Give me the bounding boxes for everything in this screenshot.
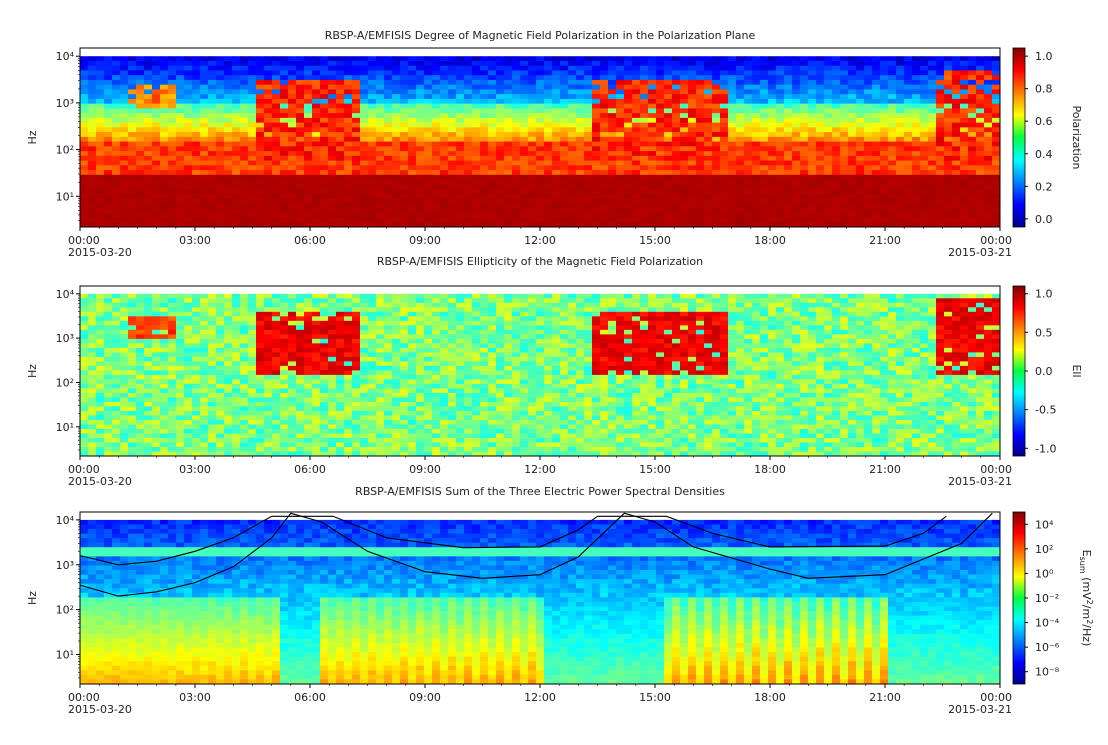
overlay-curve-lower: [80, 512, 993, 597]
x-tick-label: 00:00: [68, 463, 100, 476]
spectrogram-area: [80, 512, 1000, 684]
y-tick-label: 10⁴: [56, 288, 75, 301]
x-date-start: 2015-03-20: [68, 475, 132, 488]
panel-3: RBSP-A/EMFISIS Sum of the Three Electric…: [26, 485, 1094, 716]
x-tick-label: 18:00: [754, 234, 786, 247]
y-tick-label: 10⁴: [56, 514, 75, 527]
spectrogram-area: [80, 286, 1000, 456]
spectrogram-area: [80, 48, 1000, 227]
panel-title: RBSP-A/EMFISIS Degree of Magnetic Field …: [325, 29, 756, 42]
y-tick-label: 10²: [56, 604, 74, 617]
y-tick-label: 10¹: [56, 648, 74, 661]
y-tick-label: 10²: [56, 376, 74, 389]
colorbar-tick-label: 1.0: [1035, 288, 1053, 301]
y-tick-label: 10³: [56, 332, 74, 345]
x-tick-label: 06:00: [294, 691, 326, 704]
colorbar-tick-label: 0.0: [1035, 365, 1053, 378]
x-tick-label: 00:00: [980, 234, 1012, 247]
x-tick-label: 03:00: [179, 463, 211, 476]
colorbar-tick-label: 1.0: [1035, 50, 1053, 63]
colorbar-tick-label: 10⁰: [1035, 567, 1054, 580]
x-tick-label: 03:00: [179, 691, 211, 704]
x-date-end: 2015-03-21: [948, 475, 1012, 488]
spectrogram-cells: [80, 519, 1000, 684]
spectrogram-cells: [80, 293, 1000, 456]
colorbar-tick-label: 0.0: [1035, 213, 1053, 226]
colorbar-tick-label: 10⁻²: [1035, 592, 1059, 605]
x-tick-label: 09:00: [409, 691, 441, 704]
colorbar: [1013, 512, 1025, 684]
x-tick-label: 21:00: [869, 463, 901, 476]
colorbar-tick-label: -0.5: [1035, 404, 1056, 417]
x-tick-label: 09:00: [409, 234, 441, 247]
x-tick-label: 12:00: [524, 234, 556, 247]
panel-2: RBSP-A/EMFISIS Ellipticity of the Magnet…: [26, 255, 1083, 488]
y-tick-label: 10⁴: [56, 50, 75, 63]
colorbar-tick-label: 10⁻⁶: [1035, 641, 1060, 654]
x-tick-label: 15:00: [639, 463, 671, 476]
x-tick-label: 06:00: [294, 463, 326, 476]
x-tick-label: 00:00: [980, 691, 1012, 704]
x-tick-label: 06:00: [294, 234, 326, 247]
x-tick-label: 12:00: [524, 463, 556, 476]
x-date-start: 2015-03-20: [68, 246, 132, 259]
x-tick-label: 09:00: [409, 463, 441, 476]
colorbar-tick-label: 10⁻⁴: [1035, 617, 1060, 630]
y-tick-label: 10²: [56, 144, 74, 157]
colorbar: [1013, 48, 1025, 227]
panel-title: RBSP-A/EMFISIS Ellipticity of the Magnet…: [377, 255, 703, 268]
x-date-end: 2015-03-21: [948, 703, 1012, 716]
overlay-curve-upper: [80, 515, 947, 566]
spectrogram-cells: [80, 56, 1000, 227]
x-tick-label: 15:00: [639, 234, 671, 247]
x-tick-label: 18:00: [754, 691, 786, 704]
x-tick-label: 03:00: [179, 234, 211, 247]
colorbar-tick-label: 0.6: [1035, 115, 1053, 128]
colorbar-tick-label: -1.0: [1035, 442, 1056, 455]
x-tick-label: 18:00: [754, 463, 786, 476]
x-tick-label: 00:00: [68, 691, 100, 704]
y-tick-label: 10³: [56, 559, 74, 572]
y-tick-label: 10³: [56, 97, 74, 110]
colorbar-tick-label: 0.5: [1035, 326, 1053, 339]
colorbar-tick-label: 10⁻⁸: [1035, 666, 1060, 679]
x-tick-label: 21:00: [869, 691, 901, 704]
colorbar-label: Ell: [1070, 364, 1083, 377]
colorbar-frame: [1012, 47, 1026, 228]
y-axis-label: Hz: [26, 364, 39, 378]
colorbar-tick-label: 10²: [1035, 543, 1053, 556]
y-axis-label: Hz: [26, 130, 39, 144]
x-date-end: 2015-03-21: [948, 246, 1012, 259]
panel-title: RBSP-A/EMFISIS Sum of the Three Electric…: [355, 485, 725, 498]
y-tick-label: 10¹: [56, 421, 74, 434]
colorbar-label: Polarization: [1070, 106, 1083, 170]
x-date-start: 2015-03-20: [68, 703, 132, 716]
colorbar-tick-label: 0.2: [1035, 180, 1053, 193]
colorbar: [1013, 286, 1025, 456]
colorbar-tick-label: 0.8: [1035, 83, 1053, 96]
x-tick-label: 00:00: [68, 234, 100, 247]
colorbar-label: Esum (mV2/m2/Hz): [1078, 550, 1094, 647]
x-tick-label: 00:00: [980, 463, 1012, 476]
panel-1: RBSP-A/EMFISIS Degree of Magnetic Field …: [26, 29, 1083, 259]
x-tick-label: 15:00: [639, 691, 671, 704]
x-tick-label: 12:00: [524, 691, 556, 704]
colorbar-tick-label: 0.4: [1035, 148, 1053, 161]
y-axis-label: Hz: [26, 591, 39, 605]
x-tick-label: 21:00: [869, 234, 901, 247]
colorbar-tick-label: 10⁴: [1035, 518, 1054, 531]
y-tick-label: 10¹: [56, 190, 74, 203]
